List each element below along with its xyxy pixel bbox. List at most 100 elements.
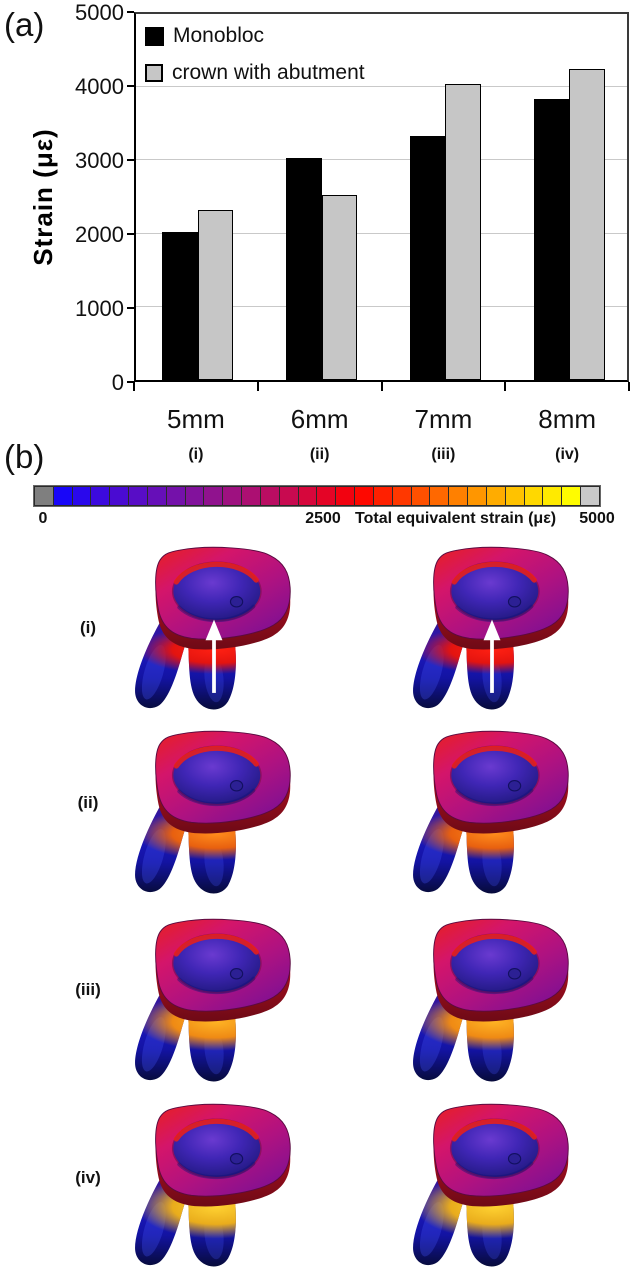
colorbar-cell <box>543 486 563 506</box>
fea-tooth-model <box>135 918 291 1082</box>
x-category-label: 6mm <box>290 404 349 434</box>
colorbar-cell <box>204 486 224 506</box>
colorbar-cell <box>486 486 506 506</box>
colorbar-cell <box>223 486 243 506</box>
y-tick-label: 4000 <box>75 74 124 99</box>
legend-label: crown with abutment <box>172 61 365 84</box>
gridline <box>136 86 627 88</box>
colorbar-mid-label: 2500 <box>305 510 341 527</box>
socket-dimple <box>507 968 522 980</box>
colorbar-cell <box>355 486 374 506</box>
fea-result-iv-left <box>120 1101 308 1276</box>
fea-result-i-left <box>120 544 308 719</box>
x-tick-mark <box>256 382 259 391</box>
legend-swatch-icon <box>145 64 163 82</box>
bar-monobloc-8mm <box>533 98 570 380</box>
colorbar-cell <box>260 486 280 506</box>
fea-result-ii-left <box>120 728 308 903</box>
legend-label: Monobloc <box>173 24 265 47</box>
x-category-sublabel: (ii) <box>309 446 330 463</box>
socket-dimple <box>229 780 244 792</box>
y-tick-mark <box>127 381 134 383</box>
x-tick-mark <box>628 382 630 391</box>
colorbar-cell <box>185 486 205 506</box>
x-category-sublabel: (iv) <box>555 446 580 463</box>
fea-result-iii-left <box>120 916 308 1091</box>
colorbar-cell <box>392 486 412 506</box>
colorbar-cell <box>430 486 450 506</box>
fea-tooth-model <box>413 546 569 710</box>
colorbar-cell <box>336 486 356 506</box>
colorbar-cell <box>53 486 73 506</box>
y-tick-mark <box>127 233 134 235</box>
strain-arrow <box>483 619 501 693</box>
colorbar-cell <box>242 486 261 506</box>
fea-result-ii-right <box>398 728 586 903</box>
fea-result-iii-right <box>398 916 586 1091</box>
y-tick-label: 1000 <box>75 296 124 321</box>
x-tick-mark <box>133 382 135 391</box>
fea-result-i-right <box>398 544 586 719</box>
bar-crown-6mm <box>321 195 358 380</box>
fea-tooth-model <box>135 546 291 710</box>
colorbar-cell <box>110 486 130 506</box>
colorbar-cell <box>411 486 431 506</box>
panel-a-label: (a) <box>4 6 45 43</box>
gridline <box>136 305 627 307</box>
colorbar-min-label: 0 <box>38 510 48 527</box>
colorbar-cell <box>505 486 525 506</box>
x-category-label: 7mm <box>414 404 473 434</box>
fea-tooth-model <box>413 918 569 1082</box>
colorbar-end-cap <box>581 486 600 506</box>
fea-tooth-model <box>413 730 569 894</box>
chart-legend: Monobloc crown with abutment <box>145 24 365 98</box>
fea-result-iv-right <box>398 1101 586 1276</box>
socket-dimple <box>507 1153 522 1165</box>
colorbar-start-cap <box>34 486 54 506</box>
legend-item: Monobloc <box>145 24 365 48</box>
x-tick-mark <box>504 382 507 391</box>
socket-dimple <box>229 968 244 980</box>
y-tick-mark <box>127 85 134 87</box>
panel-b-label: (b) <box>4 438 45 475</box>
y-tick-mark <box>127 159 134 161</box>
fea-row-label: (i) <box>79 618 97 637</box>
x-tick-mark <box>380 382 383 391</box>
x-category-sublabel: (iii) <box>431 446 456 463</box>
colorbar-max-label: 5000 <box>579 510 615 527</box>
y-tick-label: 0 <box>111 370 124 395</box>
bar-crown-5mm <box>197 209 234 380</box>
socket-dimple <box>229 596 244 608</box>
colorbar-cell <box>524 486 544 506</box>
bar-monobloc-7mm <box>409 135 446 380</box>
colorbar-cell <box>317 486 337 506</box>
x-category-label: 8mm <box>538 404 597 434</box>
bar-crown-7mm <box>445 84 481 380</box>
x-category-sublabel: (i) <box>188 446 204 463</box>
bar-monobloc-5mm <box>162 232 198 380</box>
socket-dimple <box>507 780 522 792</box>
colorbar-cell <box>72 486 92 506</box>
socket-dimple <box>229 1153 244 1165</box>
y-tick-mark <box>127 307 134 309</box>
gridline <box>136 232 627 234</box>
y-axis-label: Strain (με) <box>28 128 58 266</box>
y-tick-label: 2000 <box>75 222 124 247</box>
colorbar-cell <box>91 486 111 506</box>
y-tick-label: 5000 <box>75 0 124 25</box>
colorbar-cell <box>147 486 167 506</box>
legend-swatch-icon <box>145 26 164 46</box>
x-category-label: 5mm <box>166 404 225 434</box>
fea-row-label: (iv) <box>75 1168 101 1187</box>
fea-tooth-model <box>413 1103 569 1267</box>
fea-row-label: (iii) <box>75 980 101 999</box>
plot-area <box>134 12 629 382</box>
colorbar-cell <box>373 486 393 506</box>
y-tick-label: 3000 <box>75 148 124 173</box>
colorbar <box>33 485 601 507</box>
fea-tooth-model <box>135 1103 291 1267</box>
fea-tooth-model <box>135 730 291 894</box>
fea-row-label: (ii) <box>77 793 99 812</box>
y-tick-mark <box>127 11 134 13</box>
